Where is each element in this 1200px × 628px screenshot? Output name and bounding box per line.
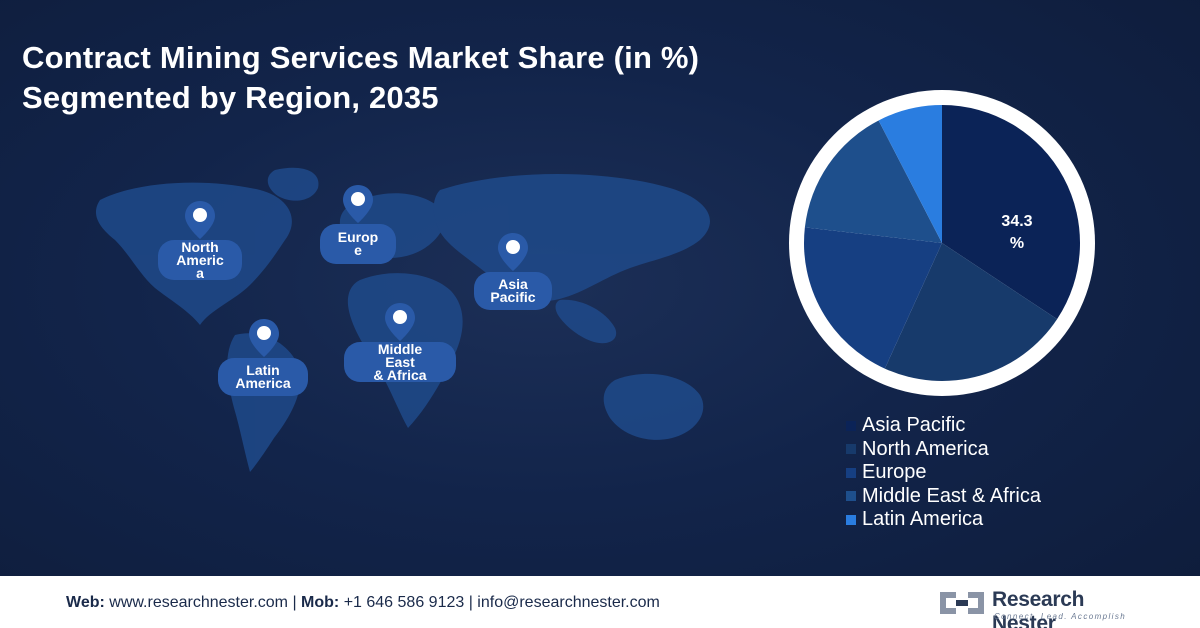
map-pin-icon <box>498 233 528 271</box>
legend-item: North America <box>846 438 1041 462</box>
map-label-asia-pacific: Asia Pacific <box>474 272 552 310</box>
legend-item: Europe <box>846 461 1041 485</box>
legend-item: Asia Pacific <box>846 414 1041 438</box>
legend-swatch <box>846 491 856 502</box>
logo-icon <box>940 592 984 614</box>
research-nester-logo: Research Nester Connect. Lead. Accomplis… <box>936 586 1146 628</box>
legend-label: Asia Pacific <box>862 414 966 437</box>
legend-swatch <box>846 420 856 431</box>
southeast-asia-shape <box>555 299 617 344</box>
map-pin-icon <box>385 303 415 341</box>
data-label-asia-pacific: 34.3% <box>1001 213 1032 252</box>
map-label-europe: Europ e <box>320 224 396 264</box>
australia-shape <box>603 373 704 440</box>
legend-label: Europe <box>862 461 927 484</box>
legend-swatch <box>846 514 856 525</box>
map-label-north-america: North Americ a <box>158 240 242 280</box>
page-title: Contract Mining Services Market Share (i… <box>22 38 699 118</box>
legend-item: Middle East & Africa <box>846 485 1041 509</box>
legend-label: Middle East & Africa <box>862 484 1041 507</box>
legend-label: North America <box>862 437 989 460</box>
map-label-middle-east-africa: Middle East & Africa <box>344 342 456 382</box>
web-label: Web: <box>66 594 105 611</box>
pie-slice-asia-pacific <box>942 105 1080 320</box>
legend-swatch <box>846 467 856 478</box>
asia-shape <box>433 173 710 301</box>
logo-tagline: Connect. Lead. Accomplish <box>994 612 1127 621</box>
pie-slice-europe <box>803 227 942 369</box>
pie-slice-latin-america <box>878 105 942 243</box>
pie-slice-middle-east-africa <box>804 120 942 243</box>
greenland-shape <box>267 167 319 201</box>
pie-slice-north-america <box>884 243 1058 381</box>
map-pin-icon <box>343 185 373 223</box>
map-pin-icon <box>185 201 215 239</box>
footer: Web: www.researchnester.com | Mob: +1 64… <box>0 576 1200 628</box>
contact-info: Web: www.researchnester.com | Mob: +1 64… <box>66 594 660 612</box>
map-pin-icon <box>249 319 279 357</box>
mob-value: +1 646 586 9123 | info@researchnester.co… <box>339 594 660 611</box>
chart-legend: Asia Pacific North America Europe Middle Ea… <box>846 414 1041 532</box>
web-value: www.researchnester.com | <box>104 594 302 611</box>
mob-label: Mob: <box>301 594 340 611</box>
title-line-1: Contract Mining Services Market Share (i… <box>22 40 700 75</box>
pie-chart: 34.3% <box>789 90 1095 396</box>
map-label-latin-america: Latin America <box>218 358 308 396</box>
legend-label: Latin America <box>862 508 984 531</box>
legend-item: Latin America <box>846 508 1041 532</box>
logo-name: Research Nester <box>992 588 1085 628</box>
legend-swatch <box>846 444 856 455</box>
title-line-2: Segmented by Region, 2035 <box>22 80 439 115</box>
